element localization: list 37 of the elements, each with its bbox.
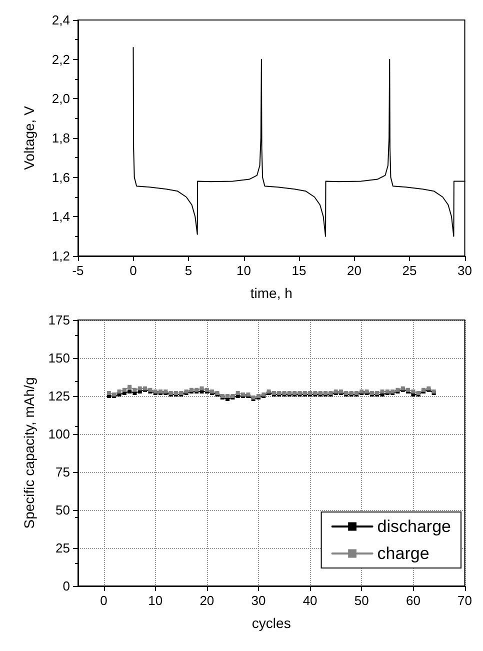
y-tick-label: 125 (48, 388, 70, 404)
x-tick-label: -5 (72, 263, 84, 278)
y-tick-label: 1,6 (52, 170, 70, 185)
y-tick-label: 2,2 (52, 52, 70, 67)
y-tick-label: 75 (56, 464, 70, 480)
x-tick-label: 0 (100, 593, 108, 608)
x-tick-label: 10 (148, 593, 163, 608)
x-tick-label: 70 (458, 593, 472, 608)
x-axis-title: cycles (252, 615, 291, 631)
y-tick-label: 100 (48, 426, 70, 442)
x-tick-label: 30 (251, 593, 266, 608)
y-tick-label: 25 (56, 540, 70, 556)
x-tick-label: 15 (292, 263, 306, 278)
x-tick-label: 5 (184, 263, 192, 278)
x-tick-label: 60 (406, 593, 420, 608)
x-axis-title: time, h (250, 285, 292, 301)
x-tick-label: 20 (200, 593, 214, 608)
y-axis-title: Voltage, V (21, 105, 37, 170)
x-tick-label: 30 (458, 263, 472, 278)
x-tick-label: 0 (130, 263, 137, 278)
legend-label: discharge (377, 517, 452, 536)
x-tick-label: 10 (236, 263, 251, 278)
y-tick-label: 2,4 (52, 12, 70, 28)
x-tick-label: 20 (347, 263, 362, 278)
y-tick-label: 2,0 (52, 91, 70, 106)
y-tick-label: 0 (62, 578, 70, 594)
y-tick-label: 175 (48, 312, 70, 328)
y-tick-label: 1,8 (52, 130, 70, 146)
y-tick-label: 1,4 (52, 209, 70, 224)
x-tick-label: 50 (354, 593, 369, 608)
x-tick-label: 40 (302, 593, 318, 608)
legend-label: charge (377, 544, 430, 563)
y-axis-title: Specific capacity, mAh/g (21, 377, 37, 529)
y-tick-label: 150 (48, 350, 70, 366)
y-tick-label: 50 (56, 502, 70, 518)
y-tick-label: 1,2 (52, 248, 70, 264)
x-tick-label: 25 (402, 263, 417, 278)
